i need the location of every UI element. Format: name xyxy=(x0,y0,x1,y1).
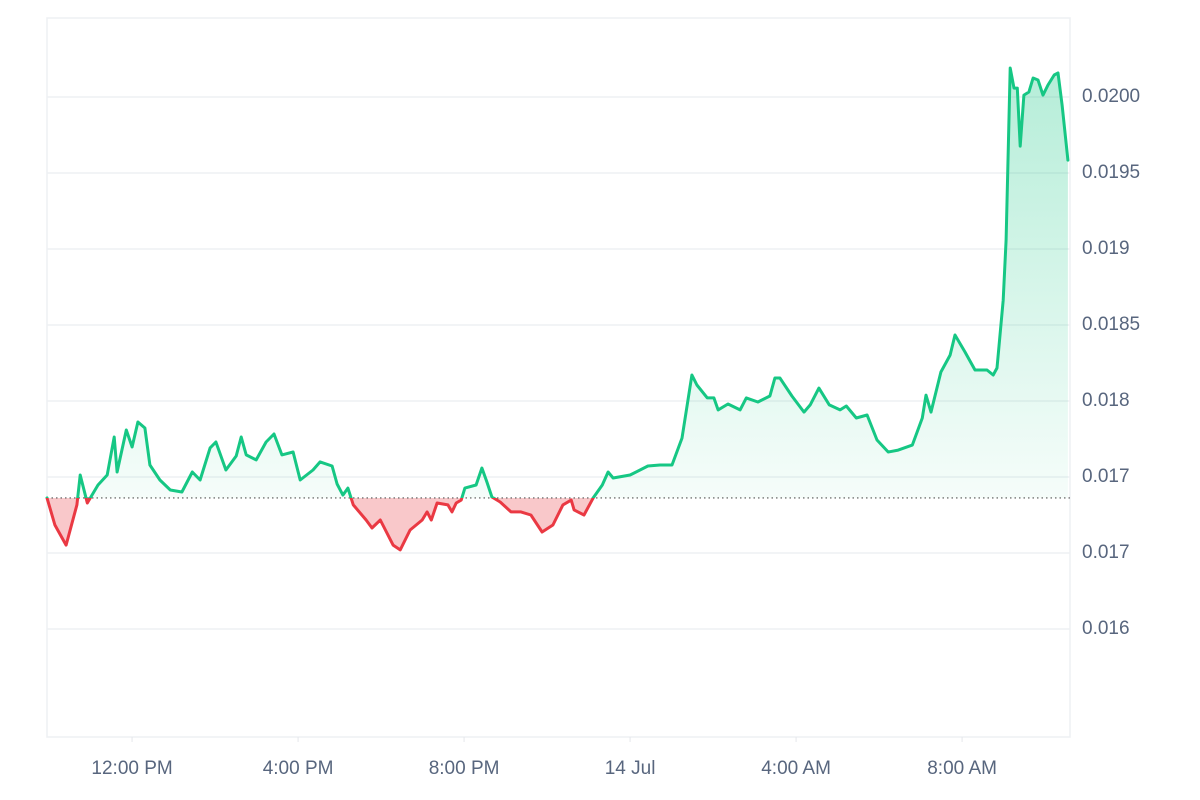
y-tick-label: 0.016 xyxy=(1082,618,1130,639)
y-tick-label: 0.0185 xyxy=(1082,314,1140,335)
x-tick-label: 14 Jul xyxy=(605,758,656,779)
x-tick-label: 8:00 PM xyxy=(429,758,500,779)
price-line xyxy=(45,66,1070,552)
x-tick-label: 8:00 AM xyxy=(927,758,997,779)
x-tick-label: 4:00 AM xyxy=(761,758,831,779)
y-tick-label: 0.018 xyxy=(1082,390,1130,411)
y-tick-label: 0.0200 xyxy=(1082,86,1140,107)
x-tick-label: 4:00 PM xyxy=(263,758,334,779)
y-tick-label: 0.019 xyxy=(1082,238,1130,259)
plot-frame xyxy=(46,17,1071,738)
x-tick-label: 12:00 PM xyxy=(91,758,172,779)
y-tick-label: 0.017 xyxy=(1082,466,1130,487)
y-tick-label: 0.017 xyxy=(1082,542,1130,563)
y-tick-label: 0.0195 xyxy=(1082,162,1140,183)
price-area xyxy=(47,68,1068,550)
